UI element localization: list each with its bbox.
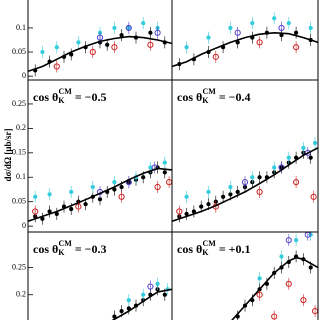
y-tick-label: 0.1 (16, 172, 26, 181)
panel-title-part: cos θ (177, 242, 202, 256)
panel-title-part: cos θ (33, 242, 58, 256)
model-curve (172, 31, 318, 68)
panel (172, 12, 318, 71)
y-tick-label: 0.2 (16, 123, 26, 132)
panel-title-part: = −0.4 (216, 90, 251, 104)
panel-title: cos θKCM = −0.3 (33, 239, 107, 257)
y-tick-label: 0.25 (12, 99, 26, 108)
panel (231, 232, 318, 320)
y-tick-label: 0.15 (12, 148, 26, 157)
panel-title-part: CM (203, 87, 217, 96)
panel-title-part: K (58, 248, 65, 257)
y-tick-label: 0.05 (12, 197, 26, 206)
panel-title-part: = +0.1 (216, 242, 251, 256)
y-tick-label: 0 (22, 221, 26, 230)
panel-title-part: cos θ (33, 90, 58, 104)
y-tick-label: 0.1 (16, 23, 26, 32)
panel (111, 277, 172, 320)
y-tick-label: 0.25 (12, 262, 26, 271)
panel-title-part: K (58, 96, 65, 105)
panel-title-part: CM (59, 239, 73, 248)
panel-title-part: K (202, 248, 209, 257)
y-tick-label: 0 (22, 71, 26, 80)
panel-title: cos θKCM = −0.5 (33, 87, 107, 105)
panel-title-part: = −0.5 (72, 90, 107, 104)
model-curve (28, 167, 172, 222)
panel-title-part: CM (203, 239, 217, 248)
panel-title-part: = −0.3 (72, 242, 107, 256)
model-curve (172, 147, 318, 222)
model-curve (231, 256, 318, 320)
panel-frame (171, 0, 319, 81)
model-curve (111, 288, 172, 320)
panel-title-part: CM (59, 87, 73, 96)
model-curve (28, 35, 172, 73)
panel-title-part: cos θ (177, 90, 202, 104)
panel-title-part: K (202, 96, 209, 105)
panel (28, 156, 172, 225)
panel (28, 17, 172, 77)
panel-title: cos θKCM = −0.4 (177, 87, 251, 105)
y-tick-label: 0.05 (12, 47, 26, 56)
panel (172, 137, 318, 223)
y-tick-label: 0.2 (16, 290, 26, 299)
panel-frame (171, 231, 319, 320)
y-axis-label: dσ/dΩ [μb/sr] (3, 129, 13, 182)
panel-title: cos θKCM = +0.1 (177, 239, 251, 257)
